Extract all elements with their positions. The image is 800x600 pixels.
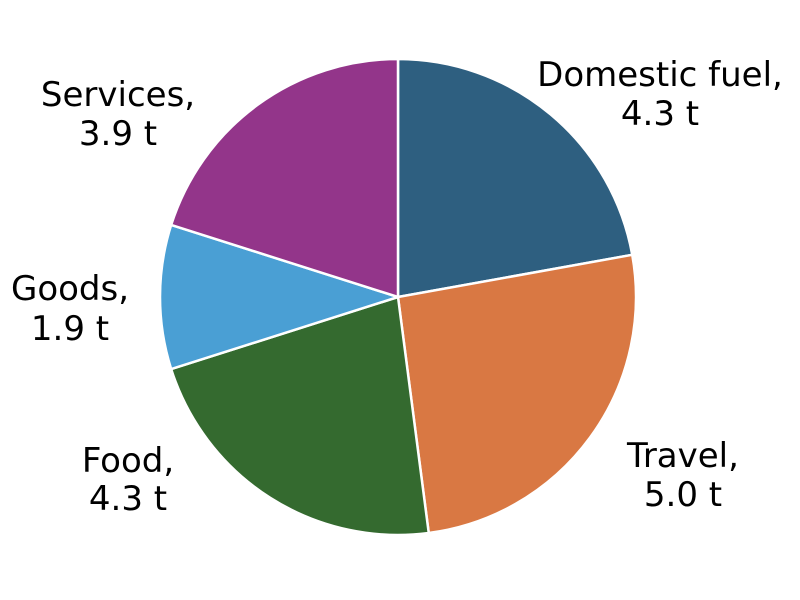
pie-slice-domestic-fuel [396,57,634,299]
slice-value-label: 1.9 t [31,309,109,349]
slice-value-label: 4.3 t [621,94,699,134]
pie-slices [158,57,638,537]
slice-value-label: 4.3 t [89,479,167,519]
pie-slice-services [169,57,400,299]
pie-slice-food [169,295,430,537]
slice-value-label: 3.9 t [79,114,157,154]
slice-label: Domestic fuel, [537,55,783,95]
slice-label: Goods, [11,269,129,309]
pie-slice-goods [158,223,400,371]
slice-label: Services, [41,75,195,115]
slice-label: Travel, [626,436,739,476]
slice-value-label: 5.0 t [644,475,722,515]
pie-slice-travel [396,253,638,535]
slice-label: Food, [82,441,174,481]
